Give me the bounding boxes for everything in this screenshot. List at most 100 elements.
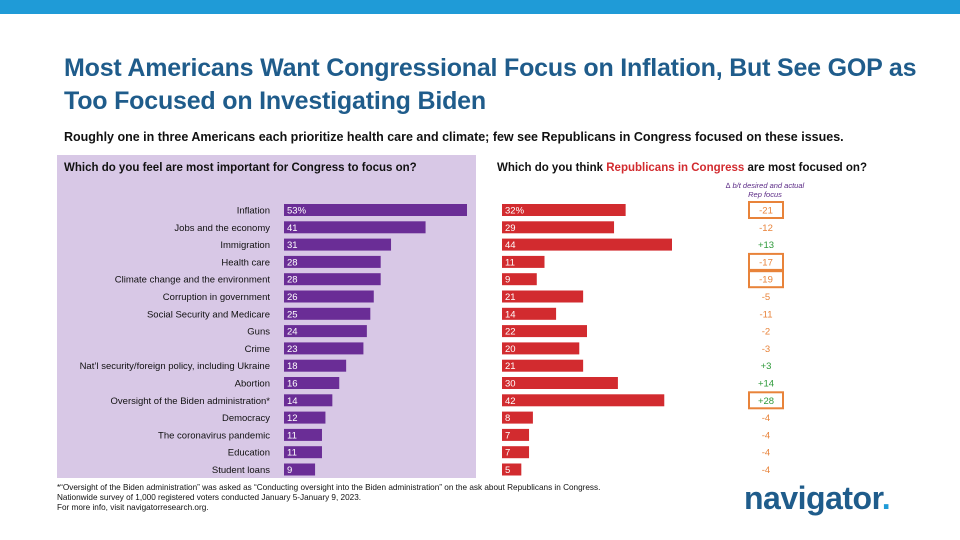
page-subtitle: Roughly one in three Americans each prio…: [64, 130, 844, 144]
delta-value-label: +3: [761, 361, 772, 372]
left-question: Which do you feel are most important for…: [64, 162, 417, 174]
right-question-prefix: Which do you think: [497, 162, 607, 174]
delta-highlight-box: [748, 252, 784, 271]
category-label: Climate change and the environment: [115, 275, 271, 286]
desired-bar: [284, 307, 371, 320]
delta-value-label: -11: [759, 309, 772, 320]
delta-value-label: -4: [762, 448, 770, 459]
category-label: Education: [228, 448, 270, 459]
desired-bar: [284, 325, 367, 338]
desired-bar: [284, 446, 322, 459]
category-label: The coronavirus pandemic: [158, 430, 270, 441]
desired-value-label: 16: [287, 379, 298, 390]
category-label: Inflation: [237, 206, 270, 217]
category-label: Health care: [221, 257, 270, 268]
delta-value-label: -4: [762, 413, 770, 424]
desired-bar: [284, 359, 347, 372]
actual-value-label: 21: [505, 361, 516, 372]
actual-value-label: 20: [505, 344, 516, 355]
actual-value-label: 5: [505, 465, 510, 476]
desired-bar: [284, 273, 381, 286]
actual-bar: [502, 238, 672, 251]
desired-value-label: 28: [287, 257, 298, 268]
desired-bar: [284, 290, 374, 303]
actual-value-label: 42: [505, 396, 516, 407]
footnotes: *“Oversight of the Biden administration”…: [57, 483, 600, 513]
delta-value-label: -21: [759, 206, 773, 217]
footnote-line2: Nationwide survey of 1,000 registered vo…: [57, 493, 362, 502]
category-label: Nat’l security/foreign policy, including…: [80, 361, 270, 372]
desired-value-label: 53%: [287, 206, 307, 217]
right-question-highlight: Republicans in Congress: [606, 162, 745, 174]
actual-bar: [502, 428, 530, 441]
logo-dot: .: [881, 480, 891, 516]
category-label: Democracy: [222, 413, 270, 424]
category-label: Jobs and the economy: [174, 223, 270, 234]
actual-bar: [502, 411, 533, 424]
actual-value-label: 21: [505, 292, 516, 303]
actual-value-label: 29: [505, 223, 516, 234]
logo-text: navigator: [744, 480, 882, 516]
desired-bar: [284, 463, 316, 476]
delta-value-label: -19: [759, 275, 773, 286]
category-label: Oversight of the Biden administration*: [111, 396, 271, 407]
actual-value-label: 14: [505, 309, 516, 320]
actual-value-label: 8: [505, 413, 510, 424]
category-label: Abortion: [235, 379, 270, 390]
actual-bar: [502, 273, 537, 286]
delta-value-label: +13: [758, 240, 774, 251]
actual-bar: [502, 359, 584, 372]
desired-bar: [284, 342, 364, 355]
actual-value-label: 30: [505, 379, 516, 390]
actual-bar: [502, 204, 626, 216]
desired-value-label: 18: [287, 361, 298, 372]
delta-header-line2: Rep focus: [748, 190, 782, 199]
actual-value-label: 7: [505, 448, 510, 459]
desired-bar: [284, 221, 426, 234]
desired-value-label: 12: [287, 413, 298, 424]
desired-bar: [284, 411, 326, 424]
desired-value-label: 31: [287, 240, 298, 251]
delta-value-label: -2: [762, 327, 770, 338]
delta-value-label: -17: [759, 257, 773, 268]
desired-bar: [284, 238, 392, 251]
right-question: Which do you think Republicans in Congre…: [497, 162, 867, 174]
delta-header-line1: ∆ b/t desired and actual: [725, 181, 805, 190]
desired-value-label: 14: [287, 396, 298, 407]
desired-value-label: 23: [287, 344, 298, 355]
page-title: Most Americans Want Congressional Focus …: [64, 54, 917, 115]
desired-value-label: 25: [287, 309, 298, 320]
footnote-line1: *“Oversight of the Biden administration”…: [57, 483, 601, 492]
navigator-logo: navigator.: [744, 480, 891, 517]
delta-value-label: +14: [758, 379, 774, 390]
category-label: Student loans: [212, 465, 270, 476]
desired-value-label: 11: [287, 430, 297, 441]
actual-bar: [502, 221, 615, 234]
desired-bar: [284, 377, 340, 389]
category-label: Crime: [245, 344, 270, 355]
actual-bar: [502, 377, 618, 389]
desired-value-label: 9: [287, 465, 292, 476]
desired-value-label: 41: [287, 223, 298, 234]
delta-value-label: -4: [762, 430, 770, 441]
category-label: Guns: [247, 327, 270, 338]
desired-bar: [284, 255, 381, 268]
desired-value-label: 26: [287, 292, 298, 303]
delta-highlight-box: [748, 201, 784, 219]
delta-highlight-box: [748, 270, 784, 289]
delta-highlight-box: [748, 391, 784, 410]
actual-bar: [502, 463, 522, 476]
delta-value-label: -5: [762, 292, 770, 303]
desired-bar: [284, 428, 322, 441]
category-label: Immigration: [220, 240, 270, 251]
actual-value-label: 44: [505, 240, 516, 251]
actual-bar: [502, 255, 545, 268]
actual-bar: [502, 394, 665, 407]
delta-header: ∆ b/t desired and actual Rep focus: [700, 181, 830, 199]
top-accent-bar: [0, 0, 960, 14]
desired-bar: [284, 394, 333, 407]
category-label: Corruption in government: [163, 292, 271, 303]
delta-value-label: +28: [758, 396, 774, 407]
delta-value-label: -12: [759, 223, 773, 234]
